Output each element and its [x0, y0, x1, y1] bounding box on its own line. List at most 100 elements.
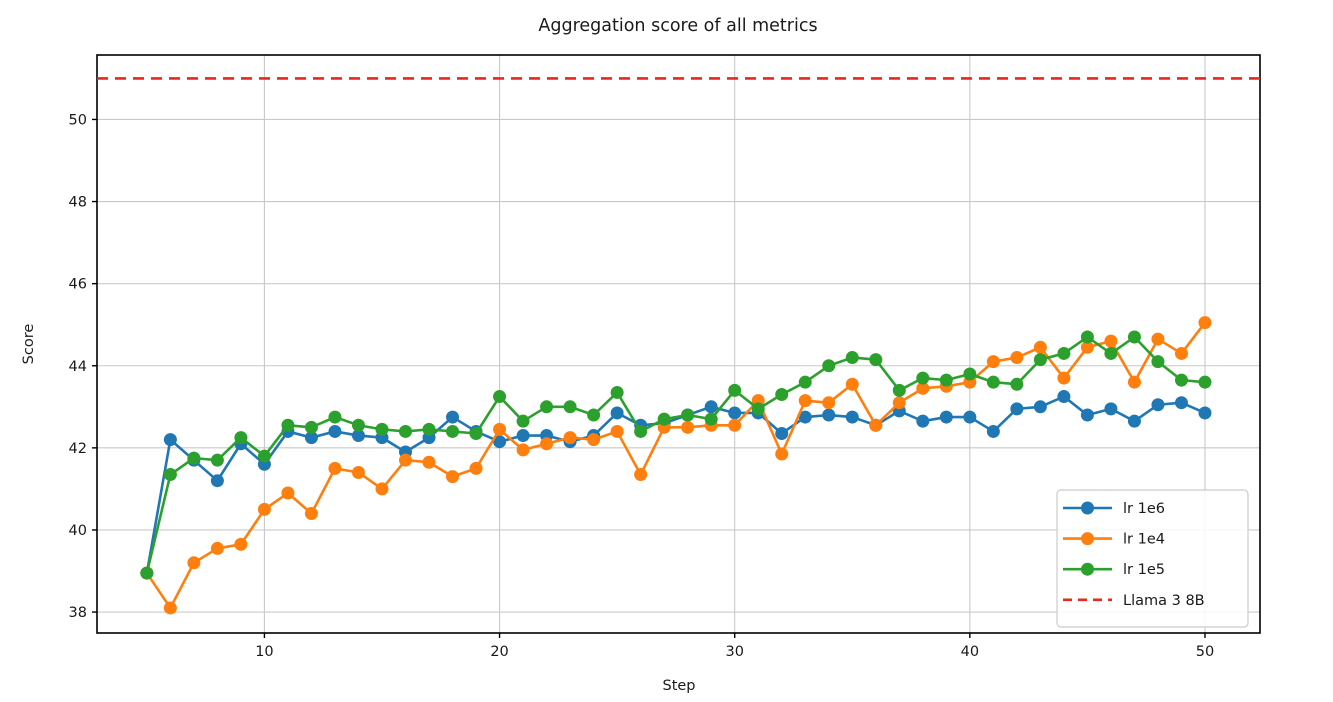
data-point — [1080, 408, 1094, 422]
series-line — [145, 395, 1207, 575]
chart-title: Aggregation score of all metrics — [538, 16, 817, 36]
y-tick-label: 48 — [69, 195, 87, 211]
x-tick-label: 40 — [961, 644, 979, 660]
legend-label: lr 1e6 — [1123, 501, 1165, 517]
y-tick-label: 38 — [69, 605, 87, 621]
data-point — [1057, 346, 1071, 360]
data-point — [516, 414, 530, 428]
legend-sample-marker — [1081, 562, 1094, 576]
data-point — [916, 371, 930, 385]
data-point — [516, 443, 530, 457]
data-point — [446, 424, 460, 438]
data-point — [234, 431, 248, 445]
data-point — [328, 424, 342, 438]
y-tick-label: 46 — [69, 277, 87, 293]
data-point — [446, 410, 460, 424]
data-point — [516, 429, 530, 443]
data-point — [304, 431, 318, 445]
series-line — [145, 335, 1207, 575]
data-point — [986, 424, 1000, 438]
data-point — [1174, 346, 1188, 360]
data-point — [845, 351, 859, 365]
data-point — [493, 390, 507, 404]
data-point — [375, 422, 389, 436]
legend-sample-marker — [1081, 532, 1094, 546]
data-point — [1104, 346, 1118, 360]
y-tick-label: 44 — [69, 359, 87, 375]
data-point — [1151, 355, 1165, 369]
data-point — [869, 353, 883, 367]
data-point — [328, 461, 342, 475]
x-axis-label: Step — [662, 678, 695, 694]
data-point — [1010, 351, 1024, 365]
data-point — [540, 400, 554, 414]
data-point — [1080, 330, 1094, 344]
data-point — [939, 373, 953, 387]
data-point — [1033, 400, 1047, 414]
data-point — [304, 507, 318, 521]
plot-border — [96, 54, 1261, 634]
x-tick-label: 30 — [725, 644, 743, 660]
data-point — [845, 377, 859, 391]
data-point — [375, 482, 389, 496]
data-point — [892, 396, 906, 410]
data-point — [986, 375, 1000, 389]
data-point — [210, 474, 224, 488]
data-point — [469, 426, 483, 440]
data-point — [610, 385, 624, 399]
legend-sample-marker — [1081, 501, 1094, 515]
data-point — [610, 406, 624, 420]
legend-label: lr 1e4 — [1123, 532, 1165, 548]
data-point — [281, 486, 295, 500]
data-point — [704, 412, 718, 426]
data-point — [328, 410, 342, 424]
data-point — [210, 453, 224, 467]
data-point — [1127, 375, 1141, 389]
data-point — [634, 424, 648, 438]
data-point — [422, 422, 436, 436]
data-point — [892, 383, 906, 397]
data-point — [1127, 330, 1141, 344]
data-point — [187, 556, 201, 570]
data-point — [775, 426, 789, 440]
data-point — [1198, 375, 1212, 389]
data-point — [1151, 332, 1165, 346]
data-point — [493, 435, 507, 449]
data-point — [422, 455, 436, 469]
data-point — [469, 461, 483, 475]
data-point — [798, 410, 812, 424]
series-line — [145, 321, 1207, 610]
y-tick-label: 40 — [69, 523, 87, 539]
data-point — [304, 420, 318, 434]
data-point — [563, 431, 577, 445]
legend-box — [1056, 489, 1249, 628]
data-point — [1057, 390, 1071, 404]
y-tick-label: 42 — [69, 441, 87, 457]
data-point — [822, 408, 836, 422]
data-point — [1080, 340, 1094, 354]
data-point — [728, 383, 742, 397]
x-tick-label: 50 — [1196, 644, 1214, 660]
legend-label: lr 1e5 — [1123, 562, 1165, 578]
data-point — [728, 418, 742, 432]
data-point — [140, 566, 154, 580]
data-point — [187, 451, 201, 465]
data-point — [845, 410, 859, 424]
data-point — [1010, 402, 1024, 416]
data-point — [257, 449, 271, 463]
data-point — [1033, 353, 1047, 367]
data-point — [963, 410, 977, 424]
data-point — [163, 468, 177, 482]
data-point — [210, 541, 224, 555]
data-point — [775, 387, 789, 401]
data-point — [163, 433, 177, 447]
data-point — [446, 470, 460, 484]
data-point — [1104, 402, 1118, 416]
y-axis-label: Score — [21, 324, 37, 365]
data-point — [798, 394, 812, 408]
data-point — [399, 453, 413, 467]
data-point — [1104, 334, 1118, 348]
data-point — [351, 418, 365, 432]
data-point — [657, 412, 671, 426]
data-point — [963, 367, 977, 381]
